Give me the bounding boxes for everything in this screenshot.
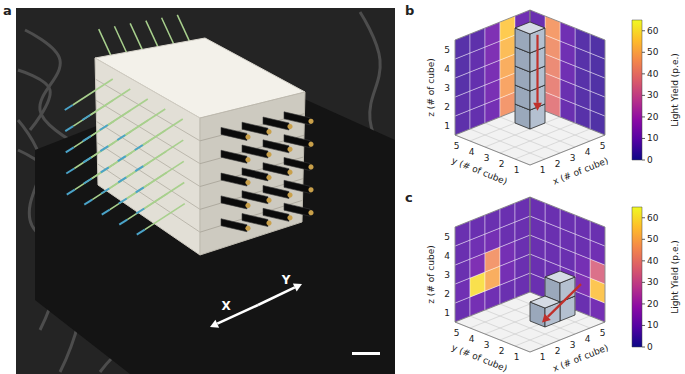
svg-text:20: 20 [647,112,659,122]
svg-text:3: 3 [444,270,450,280]
svg-text:2: 2 [555,159,561,169]
svg-text:3: 3 [570,340,576,350]
svg-text:1: 1 [540,165,546,175]
svg-text:5: 5 [600,141,606,151]
svg-text:2: 2 [444,102,450,112]
svg-text:30: 30 [647,277,659,287]
svg-text:1: 1 [514,165,520,175]
svg-text:4: 4 [469,147,475,157]
svg-text:20: 20 [647,299,659,309]
svg-text:2: 2 [555,346,561,356]
svg-text:4: 4 [469,334,475,344]
svg-text:1: 1 [444,121,450,131]
svg-text:b: b [405,3,414,18]
svg-text:1: 1 [540,352,546,362]
svg-text:Light Yield (p.e.): Light Yield (p.e.) [670,240,680,314]
svg-text:5: 5 [444,45,450,55]
svg-text:5: 5 [454,328,460,338]
svg-text:Y: Y [281,273,291,287]
svg-text:z (# of cube): z (# of cube) [426,245,436,303]
svg-text:4: 4 [585,147,591,157]
svg-text:60: 60 [647,26,659,36]
svg-text:2: 2 [499,346,505,356]
svg-text:x (# of cube): x (# of cube) [551,155,609,186]
svg-text:0: 0 [647,155,653,165]
svg-text:a: a [3,3,12,18]
svg-text:4: 4 [444,251,450,261]
svg-text:50: 50 [647,234,659,244]
svg-text:4: 4 [444,64,450,74]
svg-text:10: 10 [647,320,659,330]
svg-text:40: 40 [647,69,659,79]
svg-text:3: 3 [484,153,490,163]
svg-text:2: 2 [499,159,505,169]
svg-text:5: 5 [444,232,450,242]
svg-text:X: X [221,299,231,313]
svg-text:x (# of cube): x (# of cube) [551,342,609,373]
svg-text:1: 1 [444,308,450,318]
svg-text:4: 4 [585,334,591,344]
svg-text:1: 1 [514,352,520,362]
svg-text:y (# of cube): y (# of cube) [450,342,508,373]
svg-text:Light Yield (p.e.): Light Yield (p.e.) [670,53,680,127]
svg-text:3: 3 [444,83,450,93]
svg-text:z (# of cube): z (# of cube) [426,58,436,116]
svg-text:3: 3 [570,153,576,163]
svg-text:30: 30 [647,90,659,100]
svg-text:c: c [405,190,413,205]
svg-text:y (# of cube): y (# of cube) [450,155,508,186]
svg-text:50: 50 [647,47,659,57]
svg-text:40: 40 [647,256,659,266]
svg-text:60: 60 [647,213,659,223]
svg-text:5: 5 [454,141,460,151]
svg-text:2: 2 [444,289,450,299]
svg-text:10: 10 [647,133,659,143]
svg-text:5: 5 [600,328,606,338]
svg-text:3: 3 [484,340,490,350]
svg-text:0: 0 [647,342,653,352]
